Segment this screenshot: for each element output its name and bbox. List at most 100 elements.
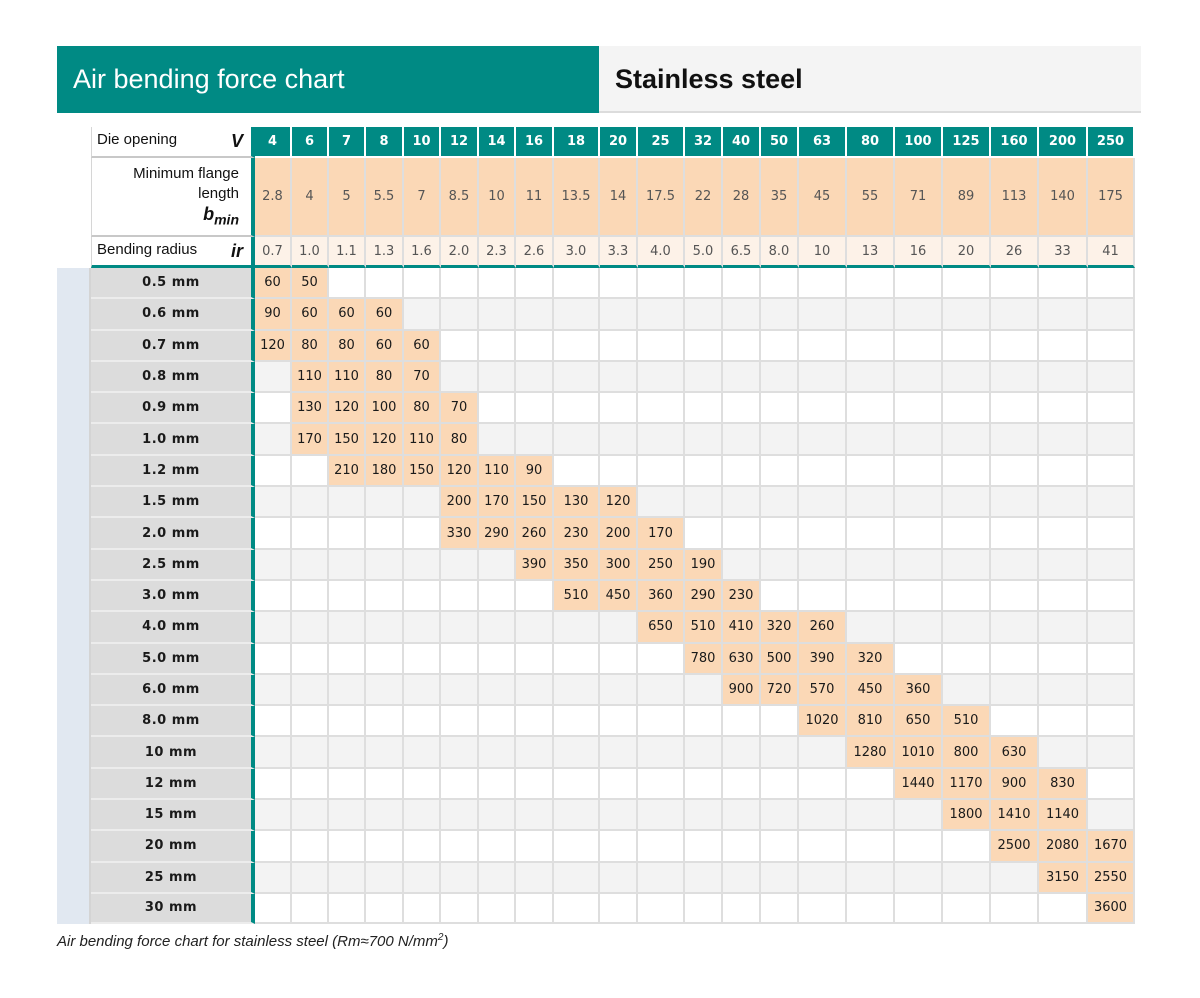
thickness-row: 8.0 mm 1020 810 650 510	[57, 706, 1135, 738]
force-value: 60	[366, 330, 404, 362]
force-value: 570	[799, 674, 847, 707]
empty-cell	[847, 549, 895, 581]
thickness-label: 2.0 mm	[91, 518, 255, 550]
die-opening-value: 50	[761, 127, 799, 158]
empty-cell	[554, 612, 600, 644]
force-value: 50	[292, 268, 329, 300]
empty-cell	[479, 643, 516, 675]
empty-cell	[292, 612, 329, 644]
bending-radius-value: 33	[1039, 237, 1088, 268]
empty-cell	[847, 299, 895, 331]
thickness-label: 8.0 mm	[91, 706, 255, 738]
empty-cell	[255, 424, 292, 456]
thickness-row: 1.0 mm 170 150 120 110 80	[57, 424, 1135, 456]
empty-cell	[255, 893, 292, 924]
bending-radius-value: 1.3	[366, 237, 404, 268]
empty-cell	[761, 361, 799, 394]
empty-cell	[943, 893, 991, 924]
die-opening-value: 7	[329, 127, 366, 158]
empty-cell	[404, 643, 441, 675]
empty-cell	[441, 737, 479, 769]
force-chart: Die opening V 4 6 7 8 10 12 14 16 18 20 25 32 40 50 63…	[57, 127, 1135, 924]
flange-length-value: 13.5	[554, 158, 600, 237]
force-value: 250	[638, 549, 685, 581]
force-table: Die opening V 4 6 7 8 10 12 14 16 18 20 25 32 40 50 63…	[57, 127, 1135, 924]
empty-cell	[1039, 424, 1088, 456]
empty-cell	[441, 768, 479, 801]
empty-cell	[723, 330, 761, 362]
empty-cell	[1039, 330, 1088, 362]
empty-cell	[255, 831, 292, 863]
empty-cell	[516, 361, 554, 394]
force-value: 1280	[847, 737, 895, 769]
empty-cell	[685, 268, 723, 300]
empty-cell	[761, 549, 799, 581]
empty-cell	[554, 893, 600, 924]
empty-cell	[685, 862, 723, 894]
empty-cell	[554, 643, 600, 675]
force-value: 1020	[799, 706, 847, 738]
empty-cell	[404, 706, 441, 738]
empty-cell	[600, 424, 638, 456]
empty-cell	[479, 800, 516, 832]
force-value: 2080	[1039, 831, 1088, 863]
empty-cell	[292, 549, 329, 581]
empty-cell	[292, 831, 329, 863]
force-value: 80	[441, 424, 479, 456]
empty-cell	[366, 768, 404, 801]
flange-length-value: 14	[600, 158, 638, 237]
bending-radius-value: 6.5	[723, 237, 761, 268]
empty-cell	[1088, 455, 1135, 488]
empty-cell	[404, 518, 441, 550]
empty-cell	[799, 893, 847, 924]
empty-cell	[761, 268, 799, 300]
empty-cell	[255, 737, 292, 769]
empty-cell	[516, 768, 554, 801]
empty-cell	[441, 330, 479, 362]
empty-cell	[895, 612, 943, 644]
bending-radius-value: 5.0	[685, 237, 723, 268]
thickness-axis: Thickness (t) →	[57, 268, 91, 924]
die-opening-text: Die opening	[97, 131, 178, 148]
empty-cell	[943, 549, 991, 581]
empty-cell	[847, 612, 895, 644]
die-opening-label: Die opening V	[91, 127, 255, 158]
empty-cell	[479, 674, 516, 707]
force-value: 2550	[1088, 862, 1135, 894]
empty-cell	[895, 330, 943, 362]
chart-title: Air bending force chart	[57, 46, 599, 113]
caption-superscript: 2	[437, 932, 444, 943]
empty-cell	[847, 424, 895, 456]
thickness-label: 0.5 mm	[91, 268, 255, 300]
die-opening-value: 40	[723, 127, 761, 158]
empty-cell	[600, 800, 638, 832]
force-value: 810	[847, 706, 895, 738]
bending-radius-label: Bending radius ir	[91, 237, 255, 268]
empty-cell	[799, 580, 847, 613]
empty-cell	[991, 612, 1039, 644]
thickness-label: 5.0 mm	[91, 643, 255, 675]
empty-cell	[847, 455, 895, 488]
empty-cell	[516, 299, 554, 331]
empty-cell	[441, 612, 479, 644]
force-value: 170	[638, 518, 685, 550]
empty-cell	[1039, 737, 1088, 769]
die-opening-value: 32	[685, 127, 723, 158]
empty-cell	[600, 612, 638, 644]
thickness-label: 0.9 mm	[91, 393, 255, 425]
empty-cell	[329, 612, 366, 644]
force-value: 120	[255, 330, 292, 362]
empty-cell	[943, 299, 991, 331]
empty-cell	[479, 893, 516, 924]
empty-cell	[895, 424, 943, 456]
empty-cell	[600, 299, 638, 331]
force-value: 350	[554, 549, 600, 581]
force-value: 290	[479, 518, 516, 550]
empty-cell	[600, 643, 638, 675]
force-value: 1410	[991, 800, 1039, 832]
empty-cell	[479, 831, 516, 863]
empty-cell	[516, 800, 554, 832]
empty-cell	[723, 549, 761, 581]
thickness-row: Thickness (t) →0.5 mm 60 50	[57, 268, 1135, 924]
empty-cell	[441, 361, 479, 394]
